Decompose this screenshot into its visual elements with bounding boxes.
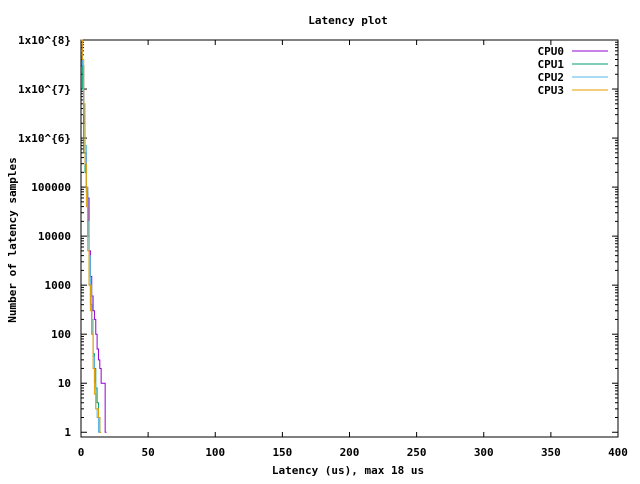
x-tick-label: 400 [608,446,628,459]
series-lines [81,39,107,433]
y-tick-label: 10 [58,377,71,390]
y-tick-label: 100 [51,328,71,341]
x-tick-label: 100 [205,446,225,459]
y-tick-label: 1x10^{8} [18,34,71,47]
y-axis-ticks: 1 10 100 1000 10000 100000 1x10^{6} 1x10^{7} 1x1… [18,34,618,439]
y-tick-label: 1x10^{6} [18,132,71,145]
x-tick-label: 250 [407,446,427,459]
legend-label-cpu2: CPU2 [538,71,565,84]
x-tick-label: 350 [541,446,561,459]
plot-frame [80,39,619,438]
y-tick-label: 10000 [38,230,71,243]
x-tick-label: 200 [340,446,360,459]
x-tick-label: 150 [272,446,292,459]
legend-label-cpu1: CPU1 [538,58,565,71]
chart-title: Latency plot [308,14,387,27]
plot-border [80,39,619,438]
series-line-cpu3 [81,39,102,433]
x-tick-label: 300 [474,446,494,459]
y-tick-label: 1 [64,426,71,439]
x-axis-label: Latency (us), max 18 us [272,464,424,477]
y-tick-label: 100000 [31,181,71,194]
legend-label-cpu3: CPU3 [538,84,565,97]
x-tick-label: 0 [78,446,85,459]
series-line-cpu0 [81,44,107,433]
series-line-cpu2 [81,50,100,433]
x-tick-label: 50 [142,446,155,459]
y-tick-label: 1000 [45,279,72,292]
y-tick-label: 1x10^{7} [18,83,71,96]
y-axis-label: Number of latency samples [6,157,19,323]
legend-label-cpu0: CPU0 [538,45,565,58]
x-axis-ticks: 0 50 100 150 200 250 300 350 400 [78,40,628,459]
